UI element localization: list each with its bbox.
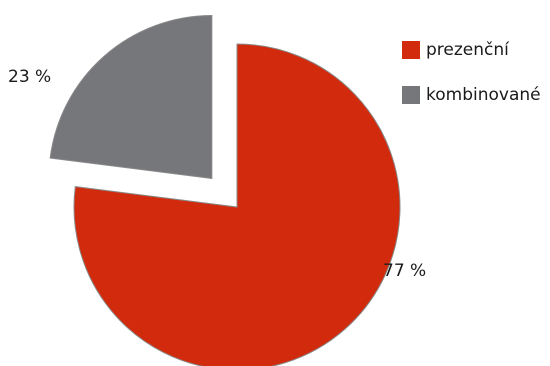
data-label-prezencni: 77 % [383,261,427,281]
legend-label-prezencni: prezenční [426,40,509,60]
legend-item-kombinovane: kombinované [402,85,541,105]
data-label-kombinovane: 23 % [8,67,52,87]
legend-label-kombinovane: kombinované [426,85,541,105]
legend-item-prezencni: prezenční [402,40,541,60]
legend: prezenční kombinované [402,40,541,130]
legend-swatch-kombinovane [402,86,420,104]
pie-slice-prezencni [73,43,401,366]
legend-swatch-prezencni [402,41,420,59]
pie-slice-kombinovane [49,14,213,180]
